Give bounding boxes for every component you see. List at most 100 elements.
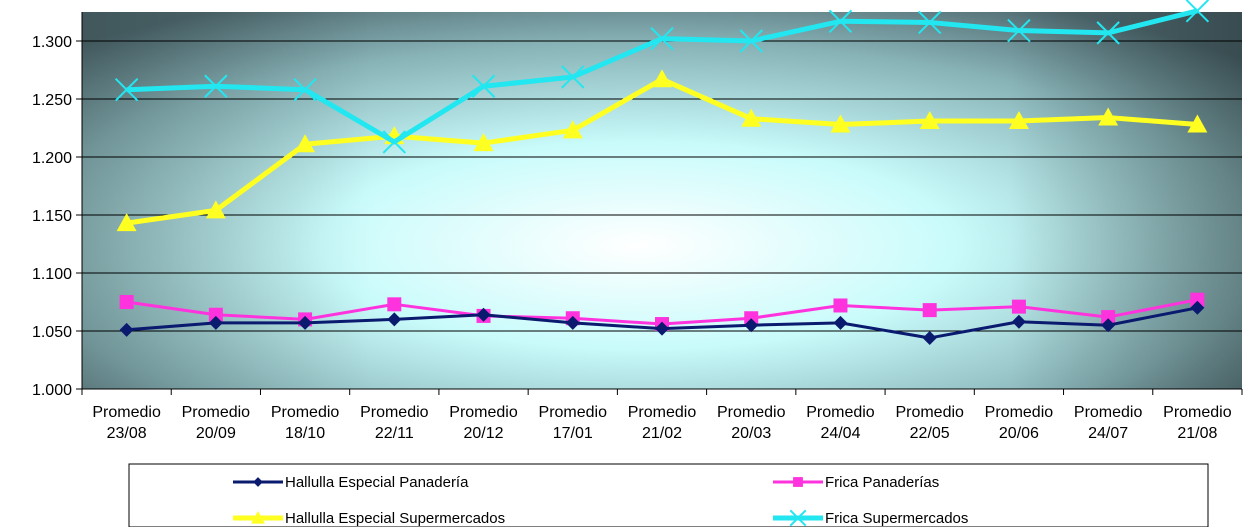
x-tick-label-line1: Promedio (717, 404, 786, 421)
data-point (828, 9, 853, 33)
data-point (1011, 314, 1026, 329)
x-marker-stroke (739, 29, 763, 53)
data-point (476, 307, 491, 322)
data-point (1096, 21, 1120, 45)
x-tick-label-line2: 23/08 (107, 425, 147, 442)
y-tick-label: 1.200 (32, 150, 72, 167)
y-tick-label: 1.150 (32, 208, 72, 225)
data-point (1187, 114, 1208, 133)
x-tick-label-line2: 24/04 (820, 425, 860, 442)
data-point (917, 10, 942, 35)
x-marker-stroke (471, 74, 496, 98)
data-point (208, 315, 223, 330)
x-marker (789, 509, 807, 527)
x-marker-stroke (789, 509, 807, 527)
y-tick-label: 1.100 (32, 266, 72, 283)
diamond-marker (253, 477, 263, 487)
data-point (1098, 107, 1119, 126)
y-tick-label: 1.000 (32, 382, 72, 399)
legend-label: Hallulla Especial Panadería (285, 474, 469, 491)
axes (81, 12, 1243, 395)
x-tick-label-line2: 21/02 (642, 425, 682, 442)
x-tick-label-line1: Promedio (628, 404, 697, 421)
y-tick-label: 1.300 (32, 34, 72, 51)
legend-item: Hallulla Especial Panadería (233, 474, 469, 491)
x-tick-label-line2: 22/05 (910, 425, 950, 442)
square-marker (793, 477, 803, 487)
x-tick-label-line2: 20/09 (196, 425, 236, 442)
series-layer (114, 0, 1210, 345)
triangle-marker (251, 511, 265, 524)
x-marker-stroke (917, 10, 942, 35)
x-tick-label-line1: Promedio (895, 404, 964, 421)
x-tick-label-line1: Promedio (360, 404, 429, 421)
data-point (116, 213, 137, 232)
legend: Hallulla Especial Panadería Frica Panader… (128, 463, 1209, 527)
legend-item: Frica Panaderías (773, 474, 939, 491)
data-point (387, 312, 402, 327)
data-point (382, 130, 407, 154)
x-marker-stroke (114, 78, 139, 102)
x-tick-label-line1: Promedio (806, 404, 875, 421)
x-marker-stroke (204, 74, 228, 98)
data-point (114, 78, 139, 102)
data-point (922, 303, 937, 318)
legend-box (128, 463, 1209, 527)
x-tick-label-line2: 21/08 (1177, 425, 1217, 442)
data-point (205, 200, 226, 219)
x-marker-stroke (382, 130, 407, 154)
legend-label: Hallulla Especial Supermercados (285, 510, 505, 527)
data-point (739, 29, 763, 53)
x-tick-label-line1: Promedio (271, 404, 340, 421)
data-point (208, 307, 223, 322)
x-tick-label-line1: Promedio (1074, 404, 1143, 421)
x-tick-label-line1: Promedio (1163, 404, 1232, 421)
data-point (833, 298, 848, 313)
x-marker-stroke (1007, 18, 1031, 43)
data-point (650, 26, 674, 51)
data-point (471, 74, 496, 98)
y-tick-label: 1.250 (32, 92, 72, 109)
legend-label: Frica Supermercados (825, 510, 968, 527)
data-point (1101, 310, 1116, 325)
x-marker-stroke (828, 9, 853, 33)
y-tick-label: 1.050 (32, 324, 72, 341)
series-3 (114, 0, 1210, 154)
x-tick-label-line1: Promedio (449, 404, 518, 421)
data-point (741, 108, 762, 127)
data-point (119, 295, 134, 309)
x-marker-stroke (650, 26, 674, 51)
x-tick-label-line2: 18/10 (285, 425, 325, 442)
data-point (387, 297, 402, 312)
x-tick-label-line1: Promedio (92, 404, 161, 421)
x-tick-label-line1: Promedio (539, 404, 608, 421)
data-point (652, 69, 672, 88)
x-marker-stroke (293, 78, 317, 102)
x-tick-label-line2: 20/12 (464, 425, 504, 442)
data-point (1007, 18, 1031, 43)
x-tick-label-line1: Promedio (182, 404, 251, 421)
data-point (655, 321, 669, 336)
x-tick-label-line2: 20/03 (731, 425, 771, 442)
data-point (204, 74, 228, 98)
data-point (744, 318, 759, 333)
data-point (1190, 300, 1205, 315)
series-0 (119, 300, 1205, 345)
legend-item: Frica Supermercados (773, 509, 968, 527)
legend-item: Hallulla Especial Supermercados (233, 510, 505, 527)
data-point (833, 315, 848, 330)
x-marker-stroke (561, 65, 585, 89)
data-point (830, 114, 851, 133)
x-tick-label-line2: 24/07 (1088, 425, 1128, 442)
data-point (561, 65, 585, 89)
legend-label: Frica Panaderías (825, 474, 939, 491)
data-point (1008, 111, 1029, 130)
x-marker-stroke (1185, 0, 1210, 23)
x-marker-stroke (1096, 21, 1120, 45)
data-point (565, 315, 580, 330)
x-axis-tick-labels: Promedio 23/08 Promedio 20/09 Promedio 18/10 P… (92, 404, 1231, 442)
data-point (1101, 318, 1116, 333)
x-tick-label-line1: Promedio (985, 404, 1054, 421)
data-point (119, 322, 134, 337)
